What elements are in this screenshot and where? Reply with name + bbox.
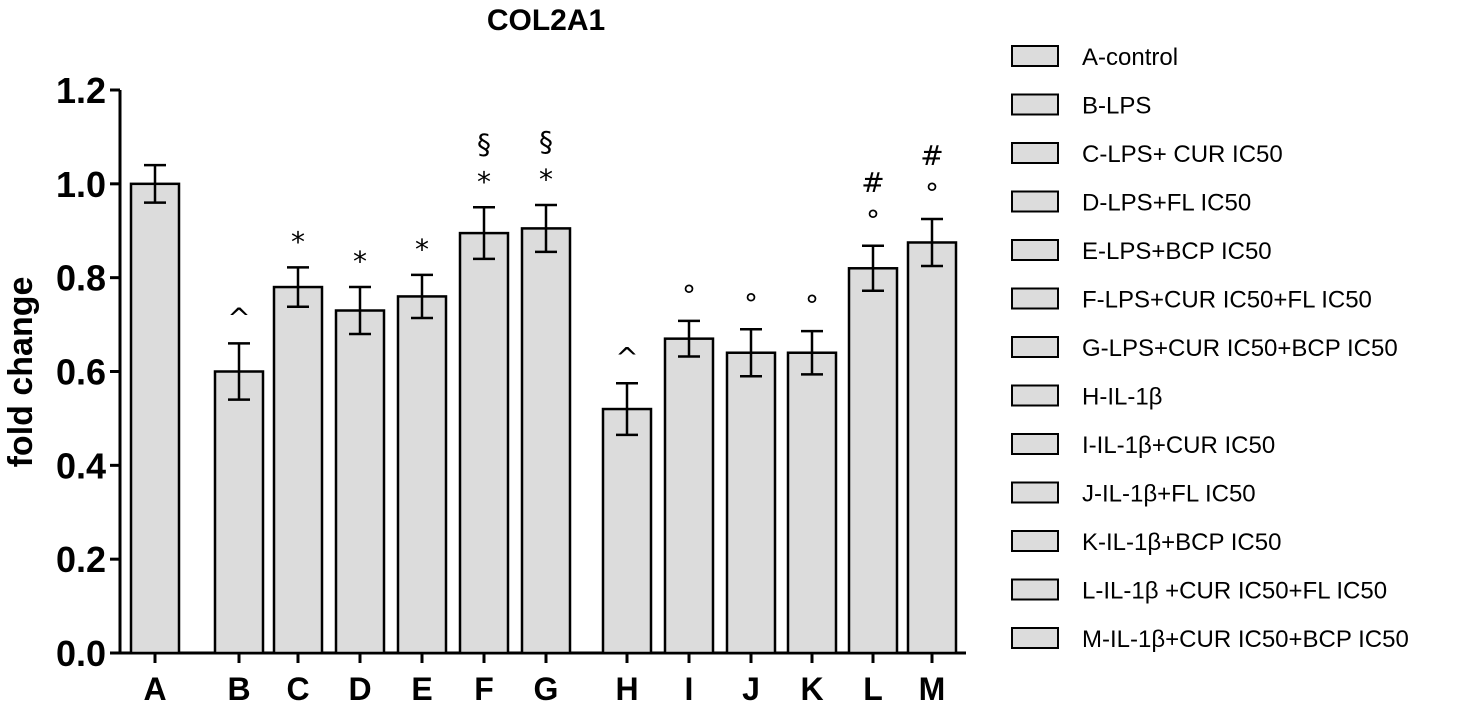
bar-B (213, 370, 265, 655)
x-tick-label-D: D (348, 671, 371, 704)
y-tick-label: 0.2 (56, 539, 106, 580)
legend-swatch (1011, 93, 1059, 116)
legend-swatch (1011, 578, 1059, 601)
legend-entry: F-LPS+CUR IC50+FL IC50 (1082, 287, 1372, 314)
x-tick-label-K: K (800, 671, 823, 704)
legend: A-control B-LPS C-LPS+ CUR IC50 D-LPS+FL IC… (1011, 44, 1409, 653)
legend-entry: I-IL-1β+CUR IC50 (1082, 432, 1275, 459)
legend-entry: G-LPS+CUR IC50+BCP IC50 (1082, 335, 1398, 362)
significance-mark-M: ° (925, 177, 939, 210)
bar-G (520, 227, 572, 655)
bar-K (786, 351, 838, 655)
y-tick-label: 0.4 (56, 445, 106, 486)
bar-J (725, 351, 777, 655)
legend-swatch (1011, 384, 1059, 407)
significance-mark-H: ^ (615, 341, 638, 374)
legend-entry: D-LPS+FL IC50 (1082, 190, 1251, 217)
y-tick-label: 0.0 (56, 633, 106, 674)
y-tick-label: 0.8 (56, 258, 106, 299)
bar-I (663, 337, 715, 655)
legend-swatch (1011, 45, 1059, 67)
x-tick-label-E: E (411, 671, 432, 704)
significance-mark-M: # (920, 139, 943, 172)
x-tick-label-M: M (919, 671, 946, 704)
y-tick-label: 0.6 (56, 352, 106, 393)
x-tick-label-B: B (227, 671, 250, 704)
significance-mark-G: § (539, 125, 553, 158)
significance-mark-F: § (477, 127, 491, 160)
x-tick-label-I: I (685, 671, 694, 704)
legend-swatch (1011, 627, 1059, 649)
y-tick-label: 1.2 (56, 70, 106, 111)
legend-entry: L-IL-1β +CUR IC50+FL IC50 (1082, 578, 1387, 605)
legend-swatch (1011, 530, 1059, 552)
x-tick-label-J: J (742, 671, 760, 704)
legend-swatch (1011, 190, 1059, 213)
x-tick-label-C: C (286, 671, 309, 704)
legend-swatch (1011, 239, 1059, 261)
bar-D (334, 309, 386, 655)
significance-mark-F: * (477, 165, 491, 198)
legend-entry: A-control (1082, 44, 1178, 71)
y-axis-label: fold change (2, 277, 40, 468)
significance-mark-K: ° (805, 289, 819, 322)
significance-mark-D: * (353, 245, 367, 278)
x-tick-label-A: A (143, 671, 166, 704)
legend-entry: M-IL-1β+CUR IC50+BCP IC50 (1082, 626, 1409, 653)
significance-mark-G: * (539, 163, 553, 196)
legend-swatch (1011, 433, 1059, 455)
y-tick-label: 1.0 (56, 164, 106, 205)
legend-swatch (1011, 142, 1059, 164)
bar-M (906, 241, 958, 655)
significance-mark-E: * (415, 233, 429, 266)
legend-entry: E-LPS+BCP IC50 (1082, 238, 1272, 265)
legend-entry: J-IL-1β+FL IC50 (1082, 481, 1256, 508)
significance-mark-I: ° (682, 279, 696, 312)
legend-entry: H-IL-1β (1082, 384, 1162, 411)
significance-mark-J: ° (744, 287, 758, 320)
bar-C (272, 285, 324, 655)
legend-swatch (1011, 287, 1059, 310)
axes: 0.0 0.2 0.4 0.6 0.8 1.0 1.2 A B C D E F G H I J K L M (56, 70, 966, 704)
legend-swatch (1011, 481, 1059, 504)
legend-entry: B-LPS (1082, 93, 1151, 120)
x-tick-label-L: L (863, 671, 883, 704)
chart-title: COL2A1 (487, 4, 605, 37)
bar-F (458, 231, 510, 655)
bar-L (847, 267, 899, 655)
significance-mark-L: ° (866, 204, 880, 237)
x-tick-label-H: H (615, 671, 638, 704)
legend-entry: K-IL-1β+BCP IC50 (1082, 529, 1281, 556)
bar-E (396, 295, 448, 655)
significance-mark-C: * (291, 225, 305, 258)
x-tick-label-G: G (534, 671, 559, 704)
x-tick-label-F: F (474, 671, 494, 704)
legend-entry: C-LPS+ CUR IC50 (1082, 141, 1283, 168)
significance-mark-B: ^ (227, 301, 250, 334)
bar-H (601, 407, 653, 655)
bars: ^ * * * * § * § ^ ° ° ° ° # ° # (129, 125, 958, 655)
legend-swatch (1011, 336, 1059, 358)
significance-mark-L: # (861, 166, 884, 199)
bar-A (129, 182, 181, 655)
